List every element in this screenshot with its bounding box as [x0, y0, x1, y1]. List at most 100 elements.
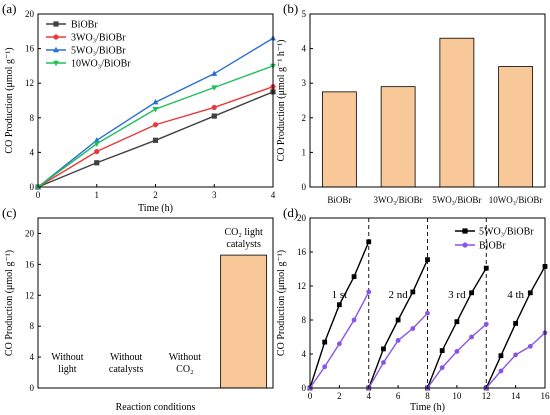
data-point [211, 70, 218, 76]
data-point [351, 274, 357, 280]
legend-entry: 10WO₃/BiOBr [71, 59, 131, 70]
condition-label: CO₂ light [225, 227, 263, 238]
condition-label: Without [169, 352, 202, 363]
y-tick-label: 8 [30, 113, 35, 123]
cycle-label: 1 st [332, 289, 348, 301]
x-axis-label: Reaction conditions [116, 402, 196, 413]
panel-label: (b) [283, 1, 298, 16]
cycle-label: 4 th [507, 289, 524, 301]
data-point [513, 321, 519, 326]
data-point [483, 265, 489, 271]
x-tick-label: 16 [541, 391, 550, 401]
y-tick-label: 12 [25, 78, 34, 88]
x-axis-label: Time (h) [138, 203, 173, 214]
legend-entry: 3WO₃/BiOBr [71, 33, 126, 44]
y-tick-label: 20 [25, 228, 35, 238]
data-point [439, 365, 445, 370]
data-point [462, 228, 468, 234]
x-tick-label: 3 [212, 190, 217, 200]
data-point [53, 34, 59, 40]
series-line [426, 267, 487, 389]
series-1 [307, 289, 548, 391]
y-tick-label: 5 [302, 9, 307, 19]
x-axis-label: Time (h) [410, 402, 445, 413]
condition-label: light [58, 364, 77, 375]
x-tick-label: 12 [482, 391, 491, 401]
legend-entry: BiOBr [71, 20, 98, 31]
plot-frame-b [309, 13, 546, 188]
data-point [527, 290, 533, 296]
x-tick-label: 4 [271, 190, 276, 200]
bar [439, 37, 475, 188]
y-tick-label: 8 [302, 315, 307, 325]
data-point [93, 141, 100, 147]
y-tick-label: 4 [302, 44, 307, 54]
condition-label: CO₂ [176, 364, 193, 375]
x-category-label: BiOBr [327, 195, 351, 205]
panel-b: BiOBr 3WO₃/BiOBr 5WO₃/BiOBr 10WO₃/BiOBr 0 1 2 3… [276, 1, 546, 205]
data-point [498, 353, 504, 359]
x-tick-label: 10 [452, 391, 462, 401]
condition-label: catalysts [226, 239, 261, 250]
panel-d: 0 2 4 6 8 10 12 14 16 0 4 8 12 16 20 CO Production (μmo… [276, 205, 550, 413]
legend: 5WO₃/BiOBr BiOBr [455, 227, 534, 252]
y-axis-label: CO Production (μmol g⁻¹) [4, 47, 15, 153]
bar [321, 91, 357, 188]
data-point [152, 106, 159, 113]
x-category-label: 5WO₃/BiOBr [432, 195, 481, 205]
data-point [439, 348, 445, 353]
y-axis-label: CO Production (μmol g⁻¹) [276, 250, 287, 356]
series-line [485, 332, 546, 389]
data-point [425, 310, 430, 316]
data-point [93, 137, 100, 143]
data-point [322, 364, 328, 370]
bar [498, 66, 534, 188]
y-tick-label: 12 [25, 290, 34, 300]
data-point [410, 289, 416, 295]
x-tick-label: 6 [396, 391, 401, 401]
y-tick-label: 4 [302, 349, 307, 359]
y-tick-label: 12 [297, 281, 306, 291]
legend-entry: BiOBr [479, 241, 506, 252]
x-category-label: 3WO₃/BiOBr [374, 195, 423, 205]
data-point [410, 326, 416, 331]
x-tick-label: 4 [367, 391, 372, 401]
x-tick-label: 1 [95, 190, 100, 200]
data-point [366, 289, 372, 295]
y-tick-label: 20 [297, 213, 307, 223]
x-tick-label: 8 [425, 391, 430, 401]
data-point [454, 319, 460, 325]
data-point [527, 343, 533, 349]
data-point [483, 321, 489, 327]
plot-frame-c [37, 217, 274, 389]
data-point [469, 334, 474, 340]
data-point [53, 46, 59, 53]
data-point [381, 360, 386, 365]
legend-entry: 5WO₃/BiOBr [71, 46, 126, 57]
data-point [211, 113, 217, 119]
series-line [368, 312, 429, 389]
y-tick-label: 16 [25, 44, 35, 54]
data-point [336, 302, 342, 308]
series-line [426, 323, 487, 389]
series-line [368, 259, 429, 389]
data-point [454, 349, 460, 354]
y-tick-label: 4 [30, 352, 35, 362]
series-line [309, 241, 370, 389]
bar [220, 254, 268, 389]
y-tick-label: 16 [297, 247, 307, 257]
x-tick-label: 14 [511, 391, 521, 401]
cycle-label: 3 rd [448, 289, 466, 301]
data-point [366, 239, 372, 245]
x-tick-label: 2 [153, 190, 158, 200]
x-tick-label: 0 [36, 190, 41, 200]
data-point [425, 257, 430, 263]
y-axis-label: CO Production (μmol g⁻¹) [4, 250, 15, 356]
data-point [336, 341, 342, 347]
y-tick-label: 0 [30, 383, 35, 393]
data-point [152, 122, 159, 128]
x-category-label: 10WO₃/BiOBr [489, 195, 543, 205]
series-line [485, 266, 546, 389]
condition-label: catalysts [109, 364, 144, 375]
